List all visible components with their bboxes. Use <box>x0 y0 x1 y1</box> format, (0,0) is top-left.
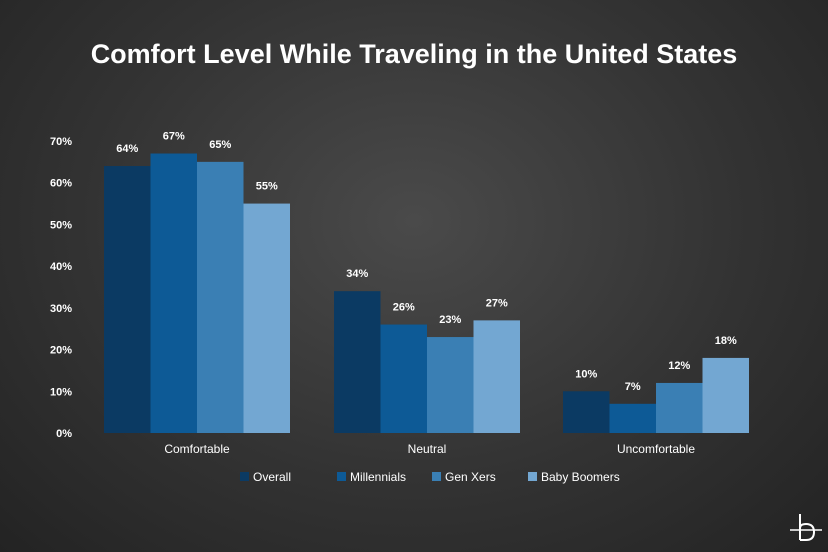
y-tick-label: 40% <box>50 261 72 273</box>
legend-swatch <box>432 472 441 481</box>
data-label: 18% <box>715 335 737 347</box>
legend-label: Gen Xers <box>445 470 496 484</box>
bar-gen-xers-comfortable <box>197 161 244 433</box>
data-label: 64% <box>116 143 138 155</box>
legend-item-gen-xers: Gen Xers <box>432 470 496 484</box>
y-tick-label: 60% <box>50 178 72 190</box>
y-tick-label: 20% <box>50 345 72 357</box>
bar-millennials-uncomfortable <box>609 403 656 433</box>
legend-label: Overall <box>253 470 291 484</box>
bar-baby-boomers-uncomfortable <box>702 357 749 433</box>
data-label: 67% <box>163 131 185 143</box>
x-axis: Comfortable Neutral Uncomfortable <box>164 442 695 456</box>
data-label: 7% <box>625 381 641 393</box>
bar-baby-boomers-comfortable <box>243 203 290 433</box>
bar-millennials-neutral <box>380 324 427 433</box>
data-label: 26% <box>393 302 415 314</box>
y-axis: 0% 10% 20% 30% 40% 50% 60% 70% <box>50 136 72 440</box>
y-tick-label: 70% <box>50 136 72 148</box>
legend-item-millennials: Millennials <box>337 470 406 484</box>
data-label: 34% <box>346 268 368 280</box>
bars-group <box>104 153 749 433</box>
data-label: 55% <box>256 181 278 193</box>
b-logo-icon <box>790 514 822 541</box>
data-labels-group: 64% 67% 65% 55% 34% 26% 23% 27% 10% 7% 12% 18% <box>116 131 737 393</box>
x-category-label: Uncomfortable <box>617 442 695 456</box>
chart-title: Comfort Level While Traveling in the Uni… <box>91 39 738 69</box>
x-category-label: Neutral <box>408 442 447 456</box>
legend-swatch <box>240 472 249 481</box>
bar-gen-xers-uncomfortable <box>656 382 703 433</box>
bar-gen-xers-neutral <box>427 337 474 433</box>
bar-millennials-comfortable <box>150 153 197 433</box>
data-label: 12% <box>668 360 690 372</box>
y-tick-label: 50% <box>50 219 72 231</box>
bar-overall-comfortable <box>104 166 151 433</box>
legend-label: Millennials <box>350 470 406 484</box>
y-tick-label: 30% <box>50 303 72 315</box>
legend-label: Baby Boomers <box>541 470 620 484</box>
bar-overall-neutral <box>334 291 381 433</box>
legend-swatch <box>528 472 537 481</box>
y-tick-label: 0% <box>56 428 72 440</box>
data-label: 27% <box>486 297 508 309</box>
x-category-label: Comfortable <box>164 442 230 456</box>
legend-swatch <box>337 472 346 481</box>
data-label: 23% <box>439 314 461 326</box>
legend: Overall Millennials Gen Xers Baby Boomers <box>240 470 620 484</box>
legend-item-overall: Overall <box>240 470 291 484</box>
data-label: 10% <box>575 368 597 380</box>
bar-baby-boomers-neutral <box>473 320 520 433</box>
data-label: 65% <box>209 139 231 151</box>
bar-overall-uncomfortable <box>563 391 610 433</box>
legend-item-baby-boomers: Baby Boomers <box>528 470 620 484</box>
y-tick-label: 10% <box>50 386 72 398</box>
